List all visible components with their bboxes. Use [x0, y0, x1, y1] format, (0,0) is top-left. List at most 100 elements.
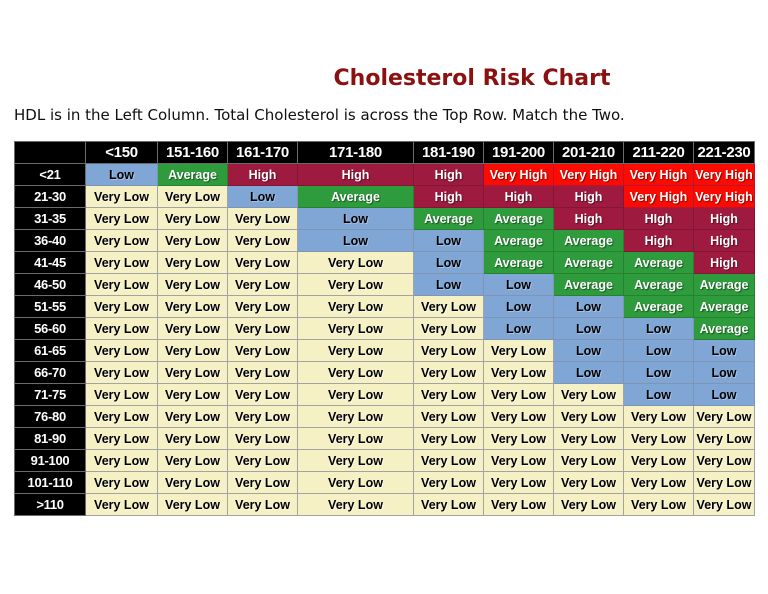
- table-row: 36-40 Very Low Very Low Very Low Low Low Avera…: [14, 229, 755, 252]
- column-header: <150: [85, 141, 158, 164]
- risk-cell: Very Low: [413, 339, 484, 362]
- risk-cell: Very Low: [553, 405, 624, 428]
- risk-cell: Very Low: [157, 273, 228, 296]
- risk-cell: Low: [85, 163, 158, 186]
- corner-cell: [14, 141, 86, 164]
- risk-cell: Very Low: [85, 295, 158, 318]
- risk-cell: Very Low: [297, 295, 414, 318]
- risk-cell: Very Low: [413, 317, 484, 340]
- risk-cell: Very Low: [85, 449, 158, 472]
- risk-cell: Very Low: [413, 449, 484, 472]
- risk-cell: Very Low: [157, 185, 228, 208]
- risk-cell: Low: [297, 229, 414, 252]
- risk-cell: Very Low: [227, 471, 298, 494]
- risk-cell: Very High: [623, 185, 694, 208]
- risk-cell: Very High: [623, 163, 694, 186]
- column-header: 161-170: [227, 141, 298, 164]
- risk-cell: Very Low: [85, 339, 158, 362]
- risk-cell: Very Low: [483, 493, 554, 516]
- risk-cell: Very Low: [157, 295, 228, 318]
- table-row: 71-75 Very Low Very Low Very Low Very Low Ver…: [14, 383, 755, 406]
- column-header: 221-230: [693, 141, 755, 164]
- page-title: Cholesterol Risk Chart: [333, 66, 611, 91]
- risk-cell: Very Low: [413, 493, 484, 516]
- row-header: 61-65: [14, 339, 86, 362]
- table-row: <21 Low Average High High High Very High Very H…: [14, 163, 755, 186]
- risk-cell: Average: [483, 207, 554, 230]
- risk-cell: Very Low: [227, 339, 298, 362]
- risk-cell: Average: [553, 273, 624, 296]
- risk-cell: Very Low: [413, 383, 484, 406]
- risk-cell: Very Low: [85, 471, 158, 494]
- risk-cell: Very Low: [413, 427, 484, 450]
- row-header: 21-30: [14, 185, 86, 208]
- risk-cell: Very Low: [157, 471, 228, 494]
- risk-cell: Very Low: [85, 427, 158, 450]
- risk-cell: Very Low: [85, 229, 158, 252]
- risk-cell: High: [553, 207, 624, 230]
- table-row: 91-100 Very Low Very Low Very Low Very Low Ve…: [14, 449, 755, 472]
- table-row: 41-45 Very Low Very Low Very Low Very Low Low…: [14, 251, 755, 274]
- risk-cell: High: [227, 163, 298, 186]
- risk-cell: Very Low: [85, 317, 158, 340]
- risk-cell: Very High: [693, 163, 755, 186]
- risk-cell: Very Low: [85, 383, 158, 406]
- risk-cell: Very Low: [623, 471, 694, 494]
- risk-cell: Average: [413, 207, 484, 230]
- risk-cell: Very Low: [157, 493, 228, 516]
- risk-cell: Very Low: [483, 449, 554, 472]
- risk-cell: Low: [483, 273, 554, 296]
- risk-cell: Very Low: [297, 317, 414, 340]
- risk-cell: Low: [623, 383, 694, 406]
- risk-cell: HIgh: [623, 207, 694, 230]
- table-row: 66-70 Very Low Very Low Very Low Very Low Ver…: [14, 361, 755, 384]
- risk-cell: Very Low: [297, 361, 414, 384]
- table-row: 51-55 Very Low Very Low Very Low Very Low Ver…: [14, 295, 755, 318]
- risk-cell: Low: [413, 251, 484, 274]
- risk-cell: Very Low: [297, 471, 414, 494]
- risk-cell: Very High: [553, 163, 624, 186]
- risk-cell: Average: [483, 251, 554, 274]
- risk-cell: Very Low: [693, 449, 755, 472]
- risk-cell: High: [693, 207, 755, 230]
- risk-cell: Very Low: [227, 405, 298, 428]
- risk-cell: Average: [623, 273, 694, 296]
- risk-cell: Low: [413, 273, 484, 296]
- risk-cell: Very Low: [553, 383, 624, 406]
- risk-cell: Average: [553, 251, 624, 274]
- row-header: 76-80: [14, 405, 86, 428]
- risk-cell: Low: [553, 317, 624, 340]
- risk-cell: Very Low: [85, 361, 158, 384]
- column-header: 211-220: [623, 141, 694, 164]
- risk-cell: Average: [693, 273, 755, 296]
- risk-cell: Very High: [483, 163, 554, 186]
- risk-cell: Very Low: [227, 493, 298, 516]
- risk-cell: Very Low: [85, 251, 158, 274]
- table-row: 21-30 Very Low Very Low Low Average High High H…: [14, 185, 755, 208]
- risk-cell: Very Low: [483, 405, 554, 428]
- risk-cell: Very Low: [85, 405, 158, 428]
- risk-cell: Very Low: [227, 251, 298, 274]
- risk-cell: Very Low: [157, 339, 228, 362]
- risk-cell: Very High: [693, 185, 755, 208]
- risk-cell: Low: [553, 295, 624, 318]
- risk-cell: Very Low: [693, 471, 755, 494]
- row-header: 51-55: [14, 295, 86, 318]
- risk-cell: Very Low: [483, 471, 554, 494]
- risk-cell: Very Low: [297, 273, 414, 296]
- risk-cell: Very Low: [157, 405, 228, 428]
- row-header: >110: [14, 493, 86, 516]
- risk-cell: High: [413, 163, 484, 186]
- row-header: 56-60: [14, 317, 86, 340]
- risk-cell: Very Low: [483, 361, 554, 384]
- risk-cell: Average: [693, 317, 755, 340]
- risk-cell: Very Low: [85, 207, 158, 230]
- table-row: >110 Very Low Very Low Very Low Very Low Very…: [14, 493, 755, 516]
- risk-cell: Very Low: [227, 427, 298, 450]
- risk-cell: High: [693, 251, 755, 274]
- column-header: 181-190: [413, 141, 484, 164]
- risk-cell: High: [483, 185, 554, 208]
- row-header: 91-100: [14, 449, 86, 472]
- risk-cell: Low: [553, 361, 624, 384]
- table-row: 56-60 Very Low Very Low Very Low Very Low Ver…: [14, 317, 755, 340]
